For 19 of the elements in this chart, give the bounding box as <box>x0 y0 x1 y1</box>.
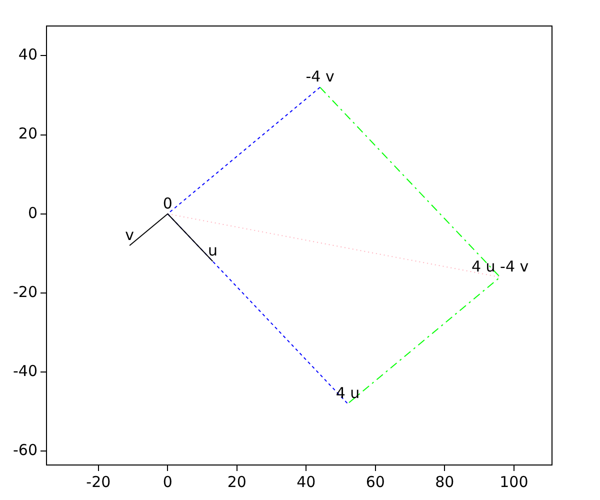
annotation: -4 v <box>306 68 334 86</box>
annotation: u <box>208 242 218 260</box>
annotation: 0 <box>162 194 172 212</box>
y-tick-label: -20 <box>13 282 38 301</box>
x-tick-label: 80 <box>435 472 454 491</box>
x-tick-label: 20 <box>227 472 246 491</box>
annotation: 4 u <box>336 384 360 402</box>
x-tick-label: 40 <box>296 472 316 491</box>
y-tick-label: 20 <box>18 124 38 143</box>
y-tick-label: 40 <box>18 46 38 64</box>
annotation: 4 u -4 v <box>471 258 529 276</box>
y-tick-label: -60 <box>13 441 38 460</box>
x-tick-label: -20 <box>86 472 111 491</box>
annotation: v <box>125 226 134 244</box>
y-tick-label: 0 <box>28 204 38 222</box>
x-tick-label: 0 <box>162 472 172 491</box>
x-tick-label: 60 <box>366 472 385 491</box>
x-tick-label: 100 <box>500 472 528 491</box>
y-tick-label: -40 <box>13 362 38 380</box>
